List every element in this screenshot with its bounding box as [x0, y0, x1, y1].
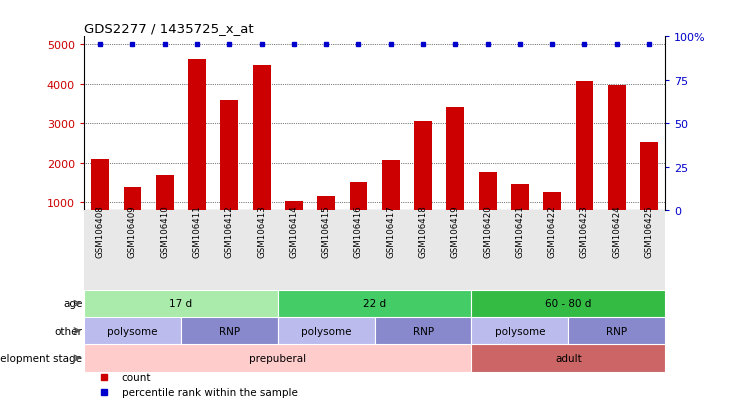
- Text: 17 d: 17 d: [170, 299, 192, 309]
- Bar: [374, 317, 471, 344]
- Text: percentile rank within the sample: percentile rank within the sample: [122, 387, 298, 397]
- Bar: [278, 317, 374, 344]
- Bar: [414, 121, 432, 242]
- Text: adult: adult: [555, 353, 582, 363]
- Bar: [84, 290, 278, 317]
- Bar: [124, 188, 141, 242]
- Bar: [156, 175, 174, 242]
- Bar: [91, 159, 109, 242]
- Text: polysome: polysome: [495, 326, 545, 336]
- Bar: [569, 317, 665, 344]
- Bar: [640, 143, 658, 242]
- Bar: [511, 185, 529, 242]
- Bar: [349, 182, 368, 242]
- Bar: [543, 192, 561, 242]
- Bar: [181, 317, 278, 344]
- Bar: [221, 101, 238, 242]
- Text: polysome: polysome: [107, 326, 158, 336]
- Text: RNP: RNP: [412, 326, 433, 336]
- Bar: [471, 290, 665, 317]
- Bar: [608, 86, 626, 242]
- Text: 60 - 80 d: 60 - 80 d: [545, 299, 591, 309]
- Bar: [471, 317, 569, 344]
- Bar: [317, 197, 335, 242]
- Bar: [278, 290, 471, 317]
- Bar: [575, 81, 594, 242]
- Text: 22 d: 22 d: [363, 299, 386, 309]
- Bar: [471, 344, 665, 372]
- Text: count: count: [122, 372, 151, 382]
- Text: development stage: development stage: [0, 353, 83, 363]
- Bar: [447, 108, 464, 242]
- Bar: [479, 173, 496, 242]
- Bar: [84, 317, 181, 344]
- Bar: [188, 60, 206, 242]
- Text: RNP: RNP: [219, 326, 240, 336]
- Bar: [285, 202, 303, 242]
- Bar: [382, 160, 400, 242]
- Text: other: other: [55, 326, 83, 336]
- Text: prepuberal: prepuberal: [249, 353, 306, 363]
- Text: RNP: RNP: [606, 326, 627, 336]
- Bar: [84, 344, 471, 372]
- Bar: [253, 66, 270, 242]
- Text: polysome: polysome: [301, 326, 352, 336]
- Text: age: age: [63, 299, 83, 309]
- Text: GDS2277 / 1435725_x_at: GDS2277 / 1435725_x_at: [84, 21, 254, 35]
